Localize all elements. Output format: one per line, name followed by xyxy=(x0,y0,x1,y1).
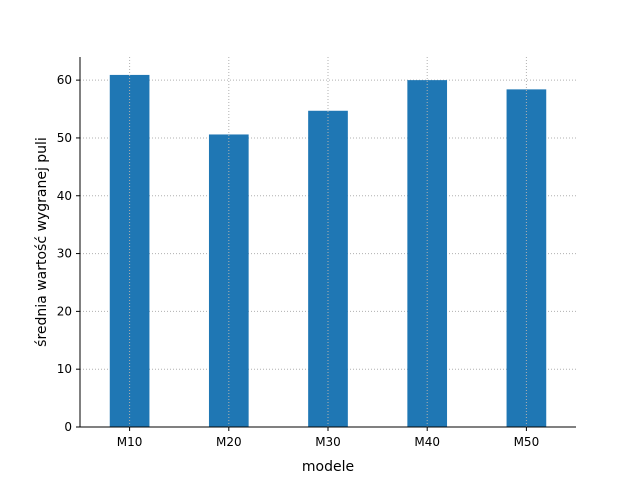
y-tick-label: 40 xyxy=(57,189,72,203)
x-tick-label: M30 xyxy=(315,435,341,449)
bar-m10 xyxy=(109,74,150,427)
bar-m20 xyxy=(208,134,249,427)
x-tick-label: M40 xyxy=(414,435,440,449)
y-tick-label: 60 xyxy=(57,73,72,87)
x-tick-label: M50 xyxy=(514,435,540,449)
y-tick-label: 30 xyxy=(57,247,72,261)
y-axis-label: średnia wartość wygranej puli xyxy=(34,137,50,347)
x-tick-label: M20 xyxy=(216,435,242,449)
y-tick-label: 20 xyxy=(57,304,72,318)
x-axis-label: modele xyxy=(302,459,354,475)
bar-m30 xyxy=(308,110,348,427)
y-ticks: 0 10 20 30 40 50 60 xyxy=(57,73,80,434)
bars xyxy=(109,57,547,427)
y-tick-label: 50 xyxy=(57,131,72,145)
y-tick-label: 10 xyxy=(57,362,72,376)
x-ticks: M10 M20 M30 M40 M50 xyxy=(117,427,539,449)
y-tick-label: 0 xyxy=(64,420,72,434)
x-tick-label: M10 xyxy=(117,435,143,449)
